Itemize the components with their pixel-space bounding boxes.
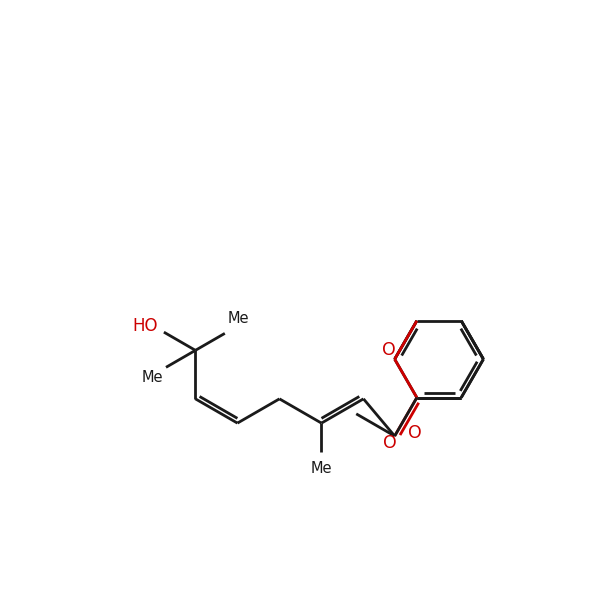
Text: O: O — [383, 434, 397, 452]
Text: Me: Me — [228, 311, 249, 326]
Text: Me: Me — [311, 461, 332, 476]
Text: O: O — [407, 424, 421, 442]
Text: Me: Me — [142, 370, 163, 385]
Text: O: O — [382, 341, 395, 359]
Text: HO: HO — [133, 317, 158, 335]
